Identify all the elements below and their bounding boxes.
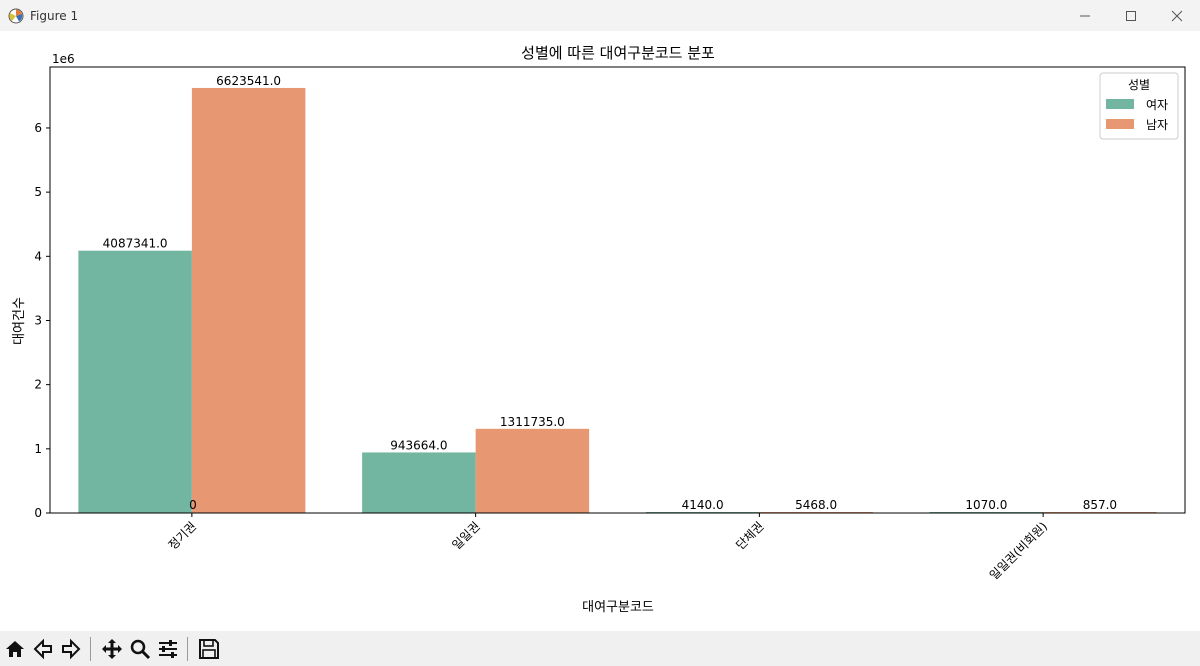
stray-zero-annotation: 0 [189, 498, 197, 512]
minimize-button[interactable] [1062, 0, 1108, 31]
configure-subplots-icon [157, 638, 179, 660]
toolbar-separator [90, 637, 91, 661]
y-tick-label: 2 [34, 378, 42, 392]
legend-title: 성별 [1128, 78, 1150, 92]
window-titlebar: Figure 1 [0, 0, 1200, 31]
maximize-icon [1125, 10, 1137, 22]
bar-value-label-female-3: 1070.0 [965, 498, 1007, 512]
zoom-button[interactable] [127, 636, 153, 662]
matplotlib-logo-icon [8, 8, 24, 24]
bar-male-0 [192, 88, 306, 513]
close-button[interactable] [1154, 0, 1200, 31]
legend-label-female: 여자 [1146, 98, 1168, 112]
home-icon [4, 638, 26, 660]
back-icon [32, 638, 54, 660]
bar-value-label-male-1: 1311735.0 [500, 415, 565, 429]
y-tick-label: 0 [34, 506, 42, 520]
close-icon [1171, 10, 1183, 22]
bar-value-label-male-0: 6623541.0 [216, 74, 281, 88]
legend-label-male: 남자 [1146, 118, 1168, 132]
save-icon [198, 638, 220, 660]
y-tick-label: 4 [34, 249, 42, 263]
zoom-icon [129, 638, 151, 660]
x-tick-label: 일일권(비회원) [987, 519, 1050, 582]
figure-canvas: 성별에 따른 대여구분코드 분포 1e6 대여건수 대여구분코드 4087341… [0, 31, 1200, 631]
legend: 성별 여자 남자 [1100, 73, 1178, 139]
y-axis-label: 대여건수 [12, 297, 27, 345]
bar-value-label-female-0: 4087341.0 [103, 237, 168, 251]
navigation-toolbar [0, 631, 1200, 666]
forward-button[interactable] [58, 636, 84, 662]
y-tick-label: 5 [34, 185, 42, 199]
bar-value-label-male-2: 5468.0 [795, 498, 837, 512]
pan-icon [101, 638, 123, 660]
y-tick-label: 6 [34, 121, 42, 135]
y-tick-label: 1 [34, 442, 42, 456]
home-button[interactable] [2, 636, 28, 662]
x-tick-label: 정기권 [166, 519, 199, 552]
maximize-button[interactable] [1108, 0, 1154, 31]
legend-swatch-male [1106, 119, 1134, 129]
legend-swatch-female [1106, 99, 1134, 109]
configure-subplots-button[interactable] [155, 636, 181, 662]
minimize-icon [1079, 10, 1091, 22]
toolbar-separator [187, 637, 188, 661]
x-axis-label: 대여구분코드 [582, 600, 654, 615]
pan-button[interactable] [99, 636, 125, 662]
back-button[interactable] [30, 636, 56, 662]
bar-value-label-female-1: 943664.0 [390, 438, 447, 452]
chart-title: 성별에 따른 대여구분코드 분포 [521, 44, 715, 62]
bar-chart: 성별에 따른 대여구분코드 분포 1e6 대여건수 대여구분코드 4087341… [0, 31, 1200, 631]
forward-icon [60, 638, 82, 660]
bar-male-1 [476, 429, 590, 513]
bar-value-label-male-3: 857.0 [1083, 498, 1117, 512]
window-title: Figure 1 [30, 9, 78, 23]
x-tick-label: 일일권 [449, 519, 482, 552]
bar-female-0 [78, 251, 192, 513]
bar-value-label-female-2: 4140.0 [682, 498, 724, 512]
y-offset-label: 1e6 [52, 52, 75, 66]
bar-female-1 [362, 452, 476, 513]
y-tick-label: 3 [34, 313, 42, 327]
save-button[interactable] [196, 636, 222, 662]
x-tick-label: 단체권 [733, 519, 766, 552]
